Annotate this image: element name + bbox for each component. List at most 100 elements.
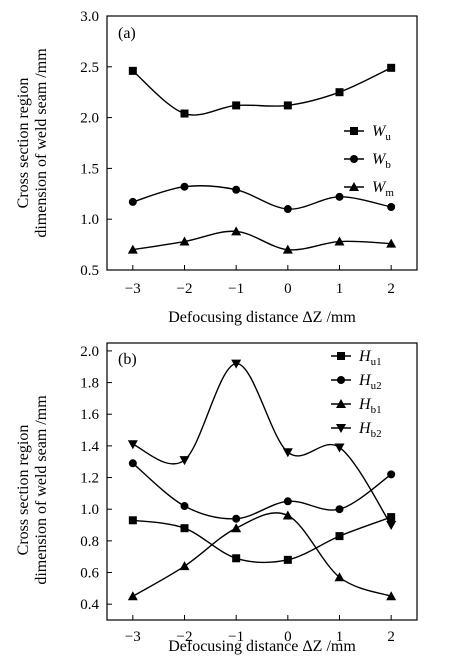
data-point — [128, 66, 137, 75]
x-tick-label: 0 — [284, 281, 292, 297]
data-point — [128, 197, 137, 206]
data-point — [127, 591, 138, 601]
data-point — [386, 591, 397, 601]
data-point — [387, 470, 396, 479]
y-axis-title-line1: Cross section region — [15, 78, 32, 209]
y-tick-label: 2.0 — [80, 111, 99, 127]
series-line — [132, 462, 392, 520]
legend-label: Hb1 — [358, 396, 382, 416]
legend-label: Wu — [372, 123, 391, 143]
data-point — [387, 203, 396, 212]
x-axis-title: Defocusing distance ΔZ /mm — [168, 638, 356, 655]
data-point — [334, 236, 345, 246]
data-point — [283, 555, 292, 564]
legend-entry: Wu — [344, 123, 391, 143]
legend-label: Wm — [372, 179, 394, 199]
y-axis-title-line2: dimension of weld seam /mm — [33, 395, 50, 585]
legend-entry: Wb — [344, 151, 391, 171]
data-point — [127, 244, 138, 254]
data-point — [232, 554, 241, 563]
legend-subscript: u1 — [371, 356, 382, 368]
legend-label: Hb2 — [358, 420, 382, 440]
y-tick-label: 1.8 — [80, 376, 99, 392]
data-point — [386, 238, 397, 248]
data-point — [179, 236, 190, 246]
data-point — [127, 440, 138, 450]
data-point — [232, 185, 241, 194]
data-point — [232, 101, 241, 110]
y-axis-title-line1: Cross section region — [15, 425, 32, 556]
data-point — [335, 532, 344, 541]
plot-frame — [106, 342, 418, 621]
series-Wu — [128, 63, 396, 118]
legend-label: Hu1 — [358, 348, 382, 368]
legend-marker — [349, 182, 359, 191]
data-point — [180, 182, 189, 191]
y-tick-label: 1.6 — [80, 407, 99, 423]
y-tick-label: 0.4 — [80, 597, 99, 613]
legend-marker — [336, 399, 346, 408]
data-point — [335, 192, 344, 201]
series-line — [132, 67, 392, 116]
x-tick-label: −3 — [125, 629, 141, 645]
data-point — [334, 443, 345, 453]
y-tick-label: 2.5 — [80, 60, 99, 76]
data-point — [387, 63, 396, 72]
legend-entry: Hu2 — [331, 372, 382, 392]
data-point — [231, 523, 242, 533]
legend-entry: Hb2 — [331, 420, 382, 440]
y-tick-label: 3.0 — [80, 9, 99, 25]
y-tick-label: 1.0 — [80, 212, 99, 228]
legend-subscript: b2 — [371, 428, 382, 440]
chart-panel-1: 0.5 1.0 1.5 2.0 2.5 3.0 −3 −2 −1 0 1 2 Defocusing di… — [15, 9, 418, 326]
data-point — [231, 359, 242, 369]
data-point — [386, 521, 397, 531]
panel-label: (a) — [118, 25, 136, 42]
x-tick-label: 2 — [387, 281, 395, 297]
data-point — [179, 456, 190, 466]
y-tick-label: 0.5 — [80, 263, 99, 279]
x-tick-label: 2 — [387, 629, 395, 645]
data-point — [128, 516, 137, 525]
legend-entry: Wm — [344, 179, 394, 199]
x-tick-label: −2 — [177, 629, 193, 645]
plot-frame — [106, 15, 418, 271]
data-point — [335, 88, 344, 97]
data-point — [180, 502, 189, 511]
legend-label: Hu2 — [358, 372, 382, 392]
data-point — [387, 513, 396, 522]
data-point — [232, 514, 241, 523]
series-line — [132, 230, 392, 251]
x-tick-label: 0 — [284, 629, 292, 645]
x-tick-label: 1 — [336, 281, 344, 297]
series-Hu1 — [128, 513, 396, 564]
data-point — [231, 226, 242, 236]
x-tick-label: −1 — [228, 281, 244, 297]
series-Hb2 — [127, 359, 397, 531]
x-tick-label: −3 — [125, 281, 141, 297]
data-point — [283, 205, 292, 214]
data-point — [282, 510, 293, 520]
legend-label: Wb — [372, 151, 391, 171]
series-line — [132, 516, 392, 564]
x-tick-label: −2 — [177, 281, 193, 297]
data-point — [128, 459, 137, 468]
y-axis-title-line2: dimension of weld seam /mm — [33, 48, 50, 238]
legend-entry: Hb1 — [331, 396, 382, 416]
panel-label: (b) — [118, 351, 137, 368]
y-tick-label: 1.2 — [80, 471, 99, 487]
series-Hb1 — [127, 510, 397, 601]
legend-entry: Hu1 — [331, 348, 382, 368]
legend-marker — [350, 127, 358, 135]
data-point — [335, 505, 344, 514]
legend-subscript: u2 — [371, 380, 382, 392]
x-axis-title: Defocusing distance ΔZ /mm — [168, 309, 356, 326]
x-tick-label: −1 — [228, 629, 244, 645]
y-tick-label: 0.8 — [80, 534, 99, 550]
y-tick-label: 0.6 — [80, 566, 99, 582]
legend-marker — [337, 352, 345, 360]
data-point — [283, 101, 292, 110]
y-tick-label: 1.0 — [80, 502, 99, 518]
series-line — [132, 362, 392, 526]
